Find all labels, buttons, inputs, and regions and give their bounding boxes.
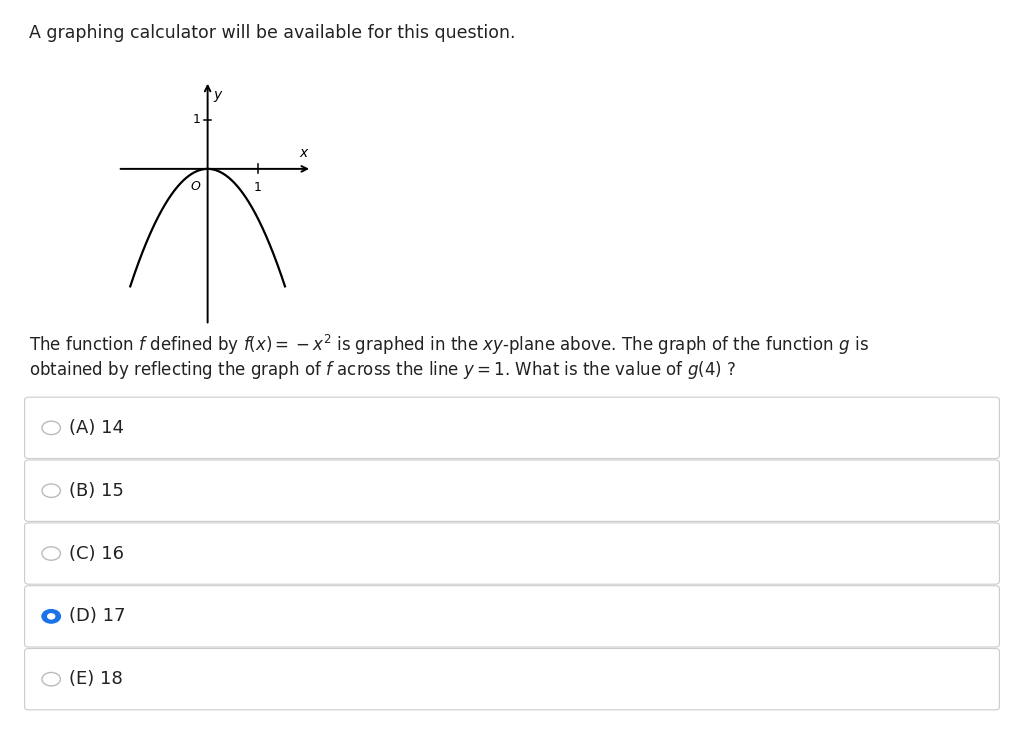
- Text: The function $f$ defined by $f(x) = -x^2$ is graphed in the $xy$-plane above. Th: The function $f$ defined by $f(x) = -x^2…: [29, 333, 868, 357]
- Text: $x$: $x$: [299, 146, 309, 160]
- Text: (D) 17: (D) 17: [69, 607, 125, 625]
- Text: 1: 1: [193, 114, 200, 126]
- Text: (A) 14: (A) 14: [69, 419, 124, 437]
- Text: 1: 1: [254, 181, 261, 194]
- Text: (E) 18: (E) 18: [69, 670, 122, 688]
- Text: (C) 16: (C) 16: [69, 545, 124, 562]
- Text: $y$: $y$: [213, 89, 223, 104]
- Text: A graphing calculator will be available for this question.: A graphing calculator will be available …: [29, 24, 515, 42]
- Text: obtained by reflecting the graph of $f$ across the line $y = 1$. What is the val: obtained by reflecting the graph of $f$ …: [29, 359, 736, 381]
- Text: (B) 15: (B) 15: [69, 482, 124, 500]
- Text: $O$: $O$: [189, 180, 201, 193]
